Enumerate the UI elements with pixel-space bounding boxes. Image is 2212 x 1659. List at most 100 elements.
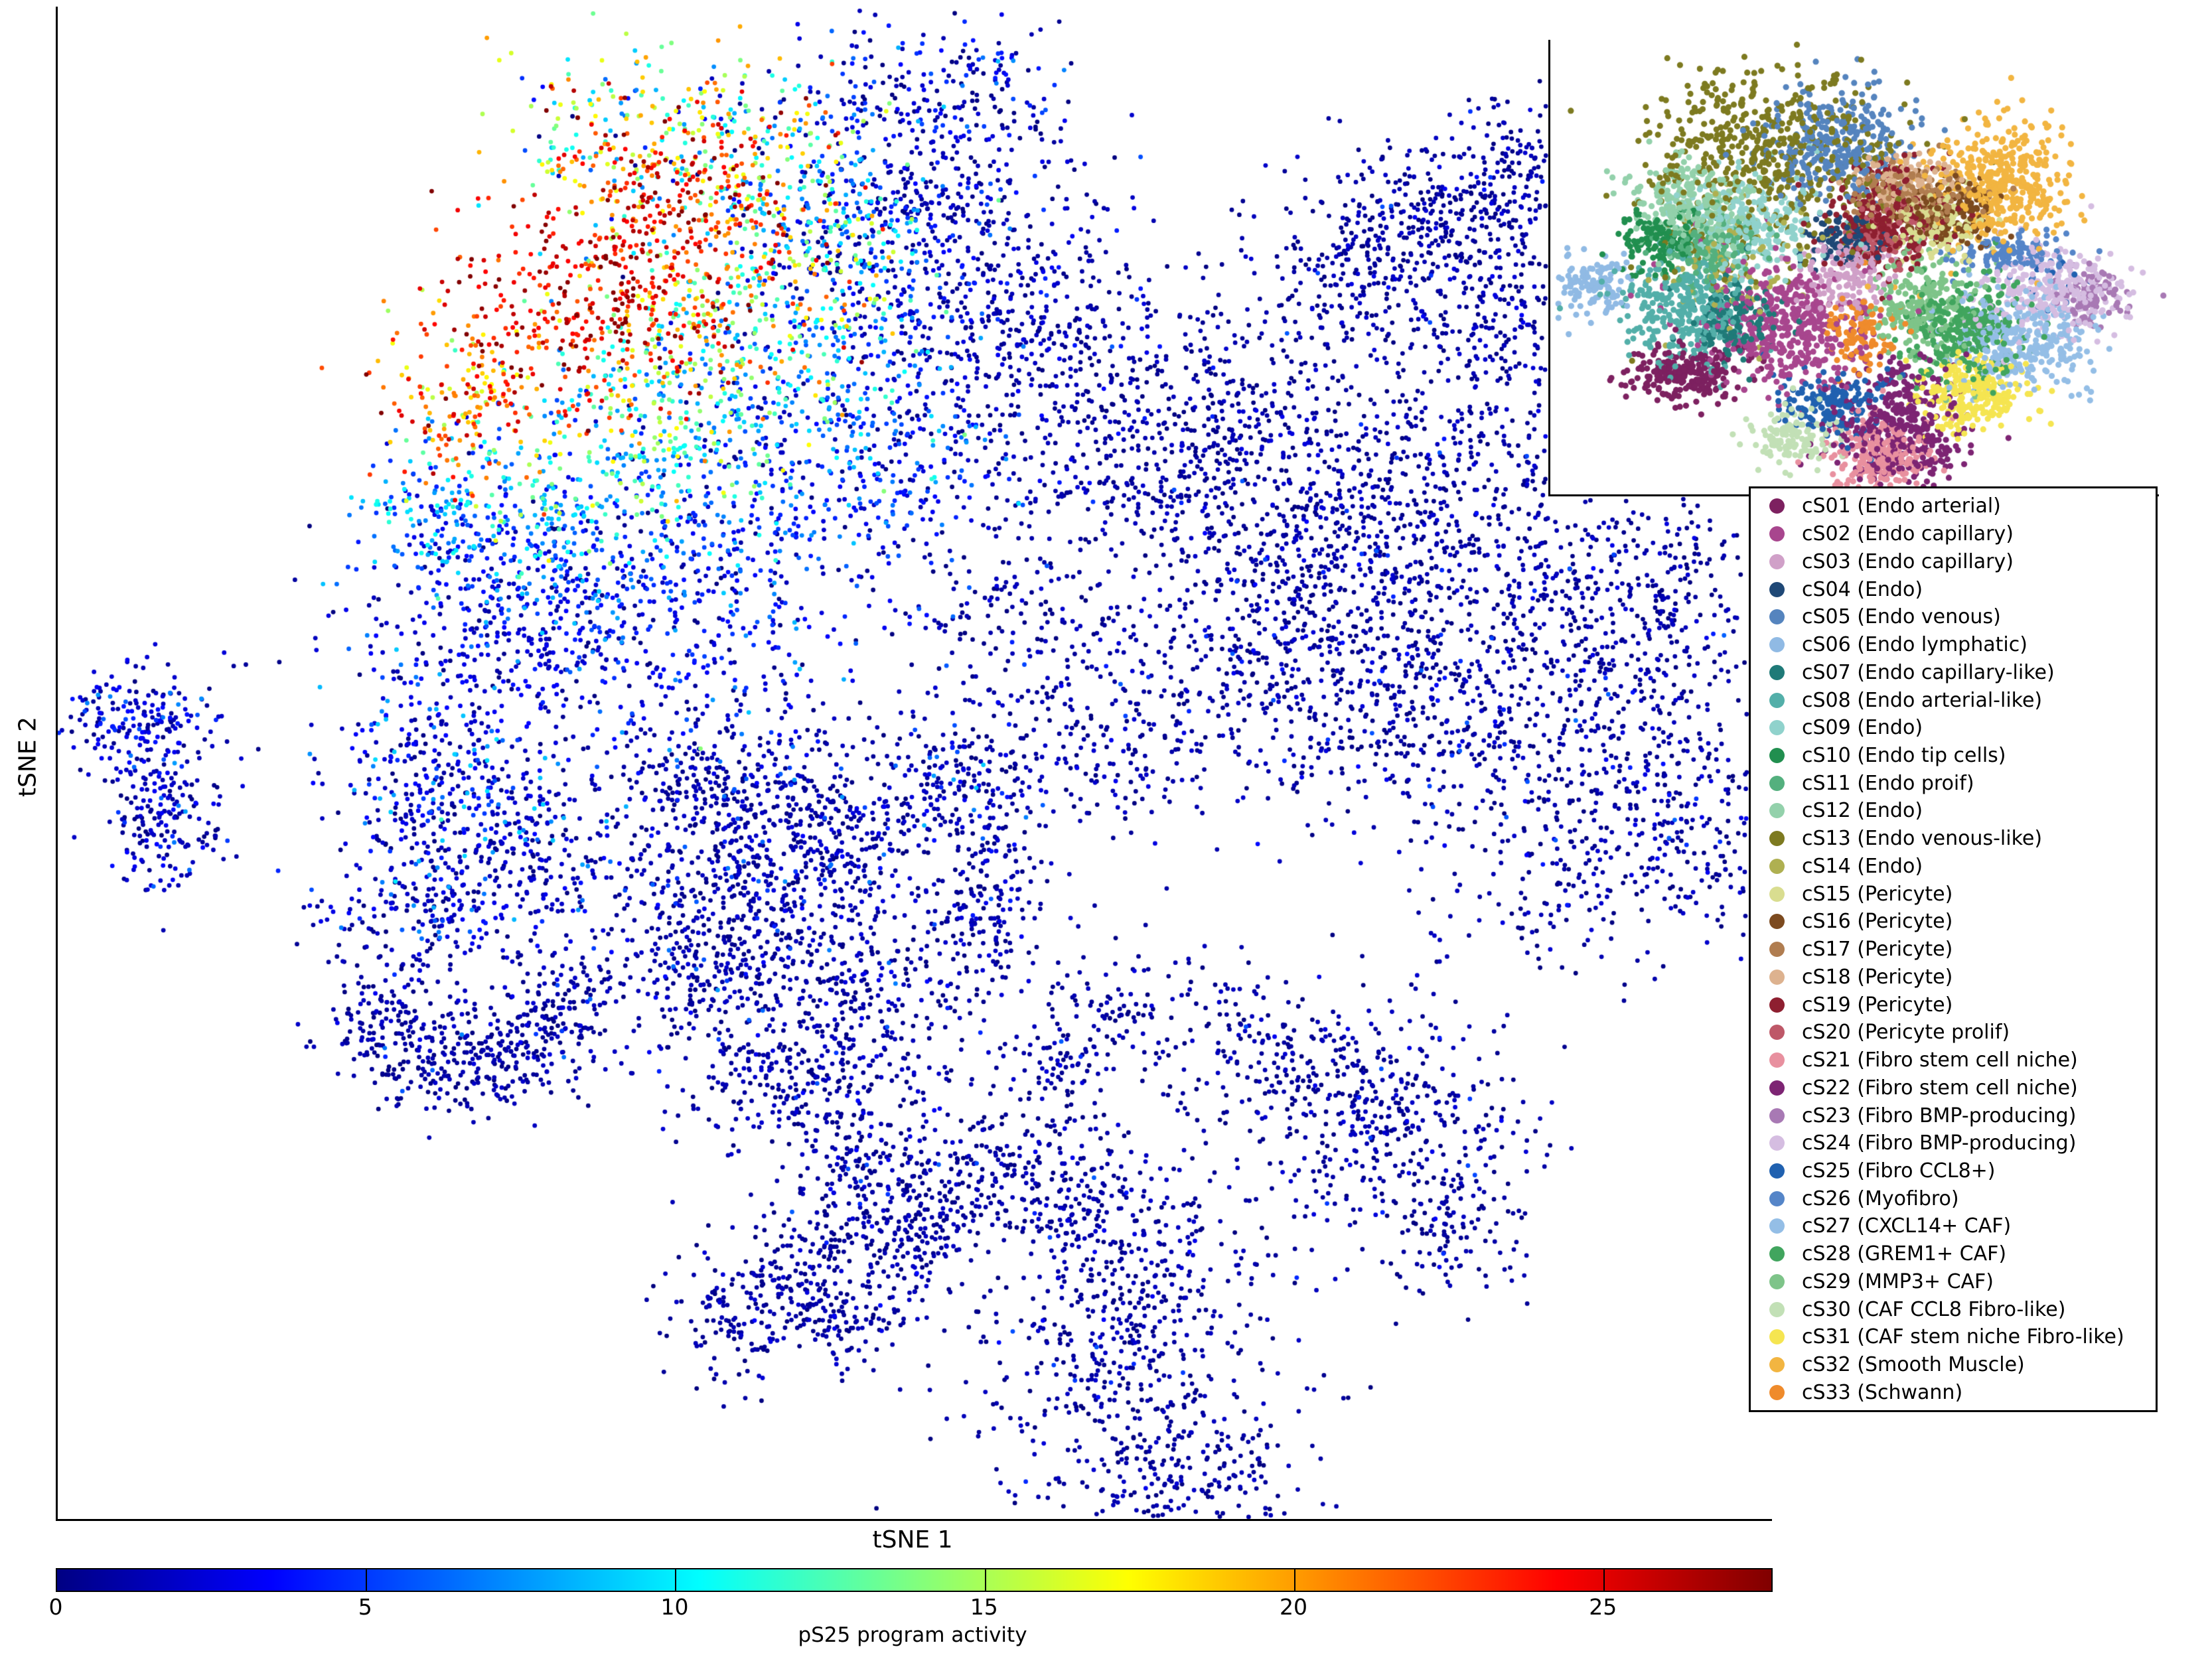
legend-label: cS14 (Endo) — [1802, 854, 1923, 878]
legend-marker-cS31 — [1769, 1329, 1785, 1345]
legend-label: cS22 (Fibro stem cell niche) — [1802, 1076, 2078, 1100]
legend-item-cS21: cS21 (Fibro stem cell niche) — [1751, 1046, 2156, 1074]
legend-item-cS30: cS30 (CAF CCL8 Fibro-like) — [1751, 1295, 2156, 1323]
legend-label: cS03 (Endo capillary) — [1802, 549, 2014, 573]
legend-item-cS05: cS05 (Endo venous) — [1751, 603, 2156, 631]
legend-label: cS16 (Pericyte) — [1802, 910, 1953, 934]
legend-marker-cS29 — [1769, 1273, 1785, 1289]
colorbar-tick-mark — [984, 1569, 986, 1591]
legend-label: cS28 (GREM1+ CAF) — [1802, 1242, 2007, 1266]
legend-item-cS24: cS24 (Fibro BMP-producing) — [1751, 1129, 2156, 1157]
legend-marker-cS15 — [1769, 886, 1785, 902]
legend-label: cS19 (Pericyte) — [1802, 993, 1953, 1017]
legend-marker-cS03 — [1769, 553, 1785, 569]
colorbar — [56, 1568, 1773, 1592]
colorbar-tick-label: 25 — [1589, 1594, 1617, 1620]
legend-label: cS02 (Endo capillary) — [1802, 522, 2014, 546]
legend-marker-cS20 — [1769, 1025, 1785, 1041]
legend-label: cS15 (Pericyte) — [1802, 882, 1953, 906]
legend-item-cS09: cS09 (Endo) — [1751, 714, 2156, 742]
legend-label: cS09 (Endo) — [1802, 716, 1923, 740]
legend-label: cS33 (Schwann) — [1802, 1380, 1963, 1404]
inset-y-axis-spine — [1548, 40, 1550, 496]
legend-label: cS07 (Endo capillary-like) — [1802, 660, 2055, 684]
legend-label: cS30 (CAF CCL8 Fibro-like) — [1802, 1297, 2066, 1321]
legend-marker-cS13 — [1769, 831, 1785, 847]
legend-label: cS20 (Pericyte prolif) — [1802, 1021, 2010, 1045]
legend-item-cS02: cS02 (Endo capillary) — [1751, 520, 2156, 548]
legend-item-cS27: cS27 (CXCL14+ CAF) — [1751, 1212, 2156, 1240]
legend-item-cS28: cS28 (GREM1+ CAF) — [1751, 1240, 2156, 1268]
legend-marker-cS04 — [1769, 581, 1785, 597]
legend-item-cS13: cS13 (Endo venous-like) — [1751, 825, 2156, 853]
legend-item-cS14: cS14 (Endo) — [1751, 853, 2156, 881]
legend-marker-cS28 — [1769, 1246, 1785, 1262]
legend-marker-cS21 — [1769, 1052, 1785, 1068]
legend-item-cS32: cS32 (Smooth Muscle) — [1751, 1351, 2156, 1379]
legend-label: cS24 (Fibro BMP-producing) — [1802, 1131, 2077, 1155]
legend-marker-cS06 — [1769, 637, 1785, 653]
colorbar-tick-label: 0 — [48, 1594, 63, 1620]
legend-label: cS04 (Endo) — [1802, 577, 1923, 601]
legend-label: cS11 (Endo proif) — [1802, 771, 1974, 795]
legend-marker-cS17 — [1769, 942, 1785, 958]
legend-item-cS08: cS08 (Endo arterial-like) — [1751, 686, 2156, 714]
legend-label: cS29 (MMP3+ CAF) — [1802, 1269, 1994, 1293]
legend-item-cS18: cS18 (Pericyte) — [1751, 963, 2156, 991]
colorbar-label: pS25 program activity — [798, 1623, 1027, 1647]
legend-label: cS05 (Endo venous) — [1802, 605, 2001, 629]
legend-item-cS22: cS22 (Fibro stem cell niche) — [1751, 1074, 2156, 1102]
legend-label: cS18 (Pericyte) — [1802, 965, 1953, 989]
legend-item-cS12: cS12 (Endo) — [1751, 797, 2156, 825]
legend-label: cS12 (Endo) — [1802, 799, 1923, 823]
legend-label: cS08 (Endo arterial-like) — [1802, 688, 2043, 712]
legend-marker-cS09 — [1769, 720, 1785, 736]
legend-item-cS15: cS15 (Pericyte) — [1751, 880, 2156, 908]
legend-label: cS13 (Endo venous-like) — [1802, 827, 2043, 851]
legend-marker-cS10 — [1769, 747, 1785, 763]
legend-marker-cS25 — [1769, 1163, 1785, 1179]
legend-item-cS20: cS20 (Pericyte prolif) — [1751, 1019, 2156, 1046]
legend-marker-cS24 — [1769, 1135, 1785, 1151]
legend-marker-cS12 — [1769, 803, 1785, 819]
legend-item-cS26: cS26 (Myofibro) — [1751, 1185, 2156, 1212]
legend-marker-cS22 — [1769, 1080, 1785, 1096]
legend-marker-cS32 — [1769, 1357, 1785, 1373]
legend-marker-cS08 — [1769, 692, 1785, 708]
legend-item-cS07: cS07 (Endo capillary-like) — [1751, 658, 2156, 686]
legend-label: cS26 (Myofibro) — [1802, 1187, 1959, 1210]
legend-label: cS31 (CAF stem niche Fibro-like) — [1802, 1325, 2124, 1349]
legend-marker-cS07 — [1769, 664, 1785, 680]
y-axis-label: tSNE 2 — [14, 717, 42, 797]
legend-label: cS17 (Pericyte) — [1802, 938, 1953, 962]
legend-marker-cS19 — [1769, 997, 1785, 1013]
legend-label: cS06 (Endo lymphatic) — [1802, 633, 2028, 657]
colorbar-tick-mark — [1603, 1569, 1605, 1591]
cluster-legend: cS01 (Endo arterial) cS02 (Endo capillary… — [1749, 486, 2158, 1412]
x-axis-label: tSNE 1 — [872, 1526, 953, 1553]
legend-item-cS03: cS03 (Endo capillary) — [1751, 547, 2156, 575]
legend-label: cS32 (Smooth Muscle) — [1802, 1353, 2025, 1377]
colorbar-tick-label: 10 — [660, 1594, 689, 1620]
colorbar-tick-labels: 0 5 10 15 20 25 — [49, 1594, 1770, 1621]
colorbar-tick-label: 5 — [358, 1594, 372, 1620]
legend-item-cS11: cS11 (Endo proif) — [1751, 769, 2156, 797]
legend-item-cS17: cS17 (Pericyte) — [1751, 936, 2156, 964]
legend-marker-cS30 — [1769, 1301, 1785, 1317]
legend-item-cS29: cS29 (MMP3+ CAF) — [1751, 1268, 2156, 1296]
colorbar-tick-label: 15 — [970, 1594, 998, 1620]
legend-marker-cS16 — [1769, 914, 1785, 930]
colorbar-tick-label: 20 — [1279, 1594, 1307, 1620]
legend-marker-cS05 — [1769, 609, 1785, 625]
legend-label: cS23 (Fibro BMP-producing) — [1802, 1104, 2077, 1127]
legend-marker-cS11 — [1769, 775, 1785, 791]
legend-item-cS23: cS23 (Fibro BMP-producing) — [1751, 1102, 2156, 1129]
legend-item-cS31: cS31 (CAF stem niche Fibro-like) — [1751, 1323, 2156, 1351]
colorbar-tick-mark — [675, 1569, 677, 1591]
legend-marker-cS26 — [1769, 1190, 1785, 1206]
main-x-axis-spine — [56, 1519, 1772, 1521]
legend-label: cS25 (Fibro CCL8+) — [1802, 1159, 1996, 1183]
legend-marker-cS18 — [1769, 969, 1785, 985]
main-y-axis-spine — [56, 7, 58, 1521]
